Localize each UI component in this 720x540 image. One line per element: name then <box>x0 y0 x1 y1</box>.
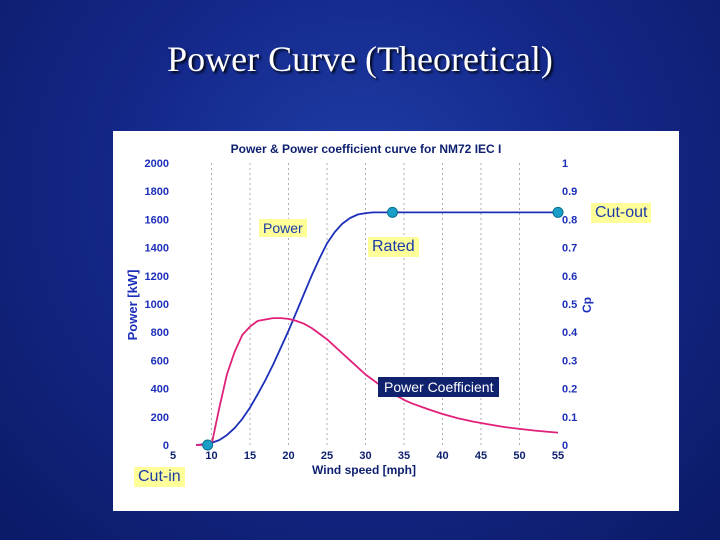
power-coefficient-label: Power Coefficient <box>378 377 500 397</box>
y2-tick-label: 0.9 <box>562 186 577 198</box>
y-axis-label: Power [kW] <box>125 270 140 341</box>
rated-marker <box>386 206 398 218</box>
cut-out-marker <box>552 206 564 218</box>
y2-tick-label: 0.4 <box>562 327 578 339</box>
y2-tick-label: 1 <box>562 158 568 170</box>
y-tick-label: 600 <box>151 355 169 367</box>
x-axis-label: Wind speed [mph] <box>312 463 416 477</box>
y2-tick-label: 0.7 <box>562 243 577 255</box>
cut-in-label: Cut-in <box>134 467 185 487</box>
y2-tick-label: 0.8 <box>562 214 577 226</box>
y-tick-label: 800 <box>151 327 169 339</box>
y-tick-label: 0 <box>163 440 169 452</box>
x-tick-label: 15 <box>244 450 256 462</box>
y-tick-label: 1000 <box>145 299 169 311</box>
y-tick-label: 1400 <box>145 243 169 255</box>
x-tick-label: 5 <box>170 450 176 462</box>
x-tick-label: 35 <box>398 450 410 462</box>
x-tick-label: 20 <box>282 450 294 462</box>
y2-tick-label: 0.1 <box>562 412 577 424</box>
y2-tick-label: 0 <box>562 440 568 452</box>
y2-tick-label: 0.2 <box>562 384 577 396</box>
y-tick-label: 1800 <box>145 186 169 198</box>
x-tick-label: 45 <box>475 450 487 462</box>
x-tick-label: 55 <box>552 450 564 462</box>
power-coefficient-line <box>196 317 559 446</box>
chart-title: Power & Power coefficient curve for NM72… <box>231 142 502 156</box>
cut-out-label: Cut-out <box>591 203 652 223</box>
y2-tick-label: 0.6 <box>562 271 577 283</box>
cut-in-marker <box>202 439 214 451</box>
rated-label: Rated <box>368 237 419 257</box>
x-tick-label: 25 <box>321 450 333 462</box>
y2-axis-label: Cp <box>580 297 594 313</box>
y-tick-label: 1200 <box>145 271 169 283</box>
x-tick-label: 10 <box>205 450 217 462</box>
x-tick-label: 40 <box>436 450 448 462</box>
x-tick-label: 30 <box>359 450 371 462</box>
y-tick-label: 1600 <box>145 214 169 226</box>
x-tick-label: 50 <box>513 450 525 462</box>
power-series-label: Power <box>259 219 307 237</box>
y-tick-label: 2000 <box>145 158 169 170</box>
y2-tick-label: 0.3 <box>562 355 577 367</box>
y2-tick-label: 0.5 <box>562 299 577 311</box>
slide-title: Power Curve (Theoretical) <box>167 39 553 79</box>
y-tick-label: 400 <box>151 384 169 396</box>
y-tick-label: 200 <box>151 412 169 424</box>
